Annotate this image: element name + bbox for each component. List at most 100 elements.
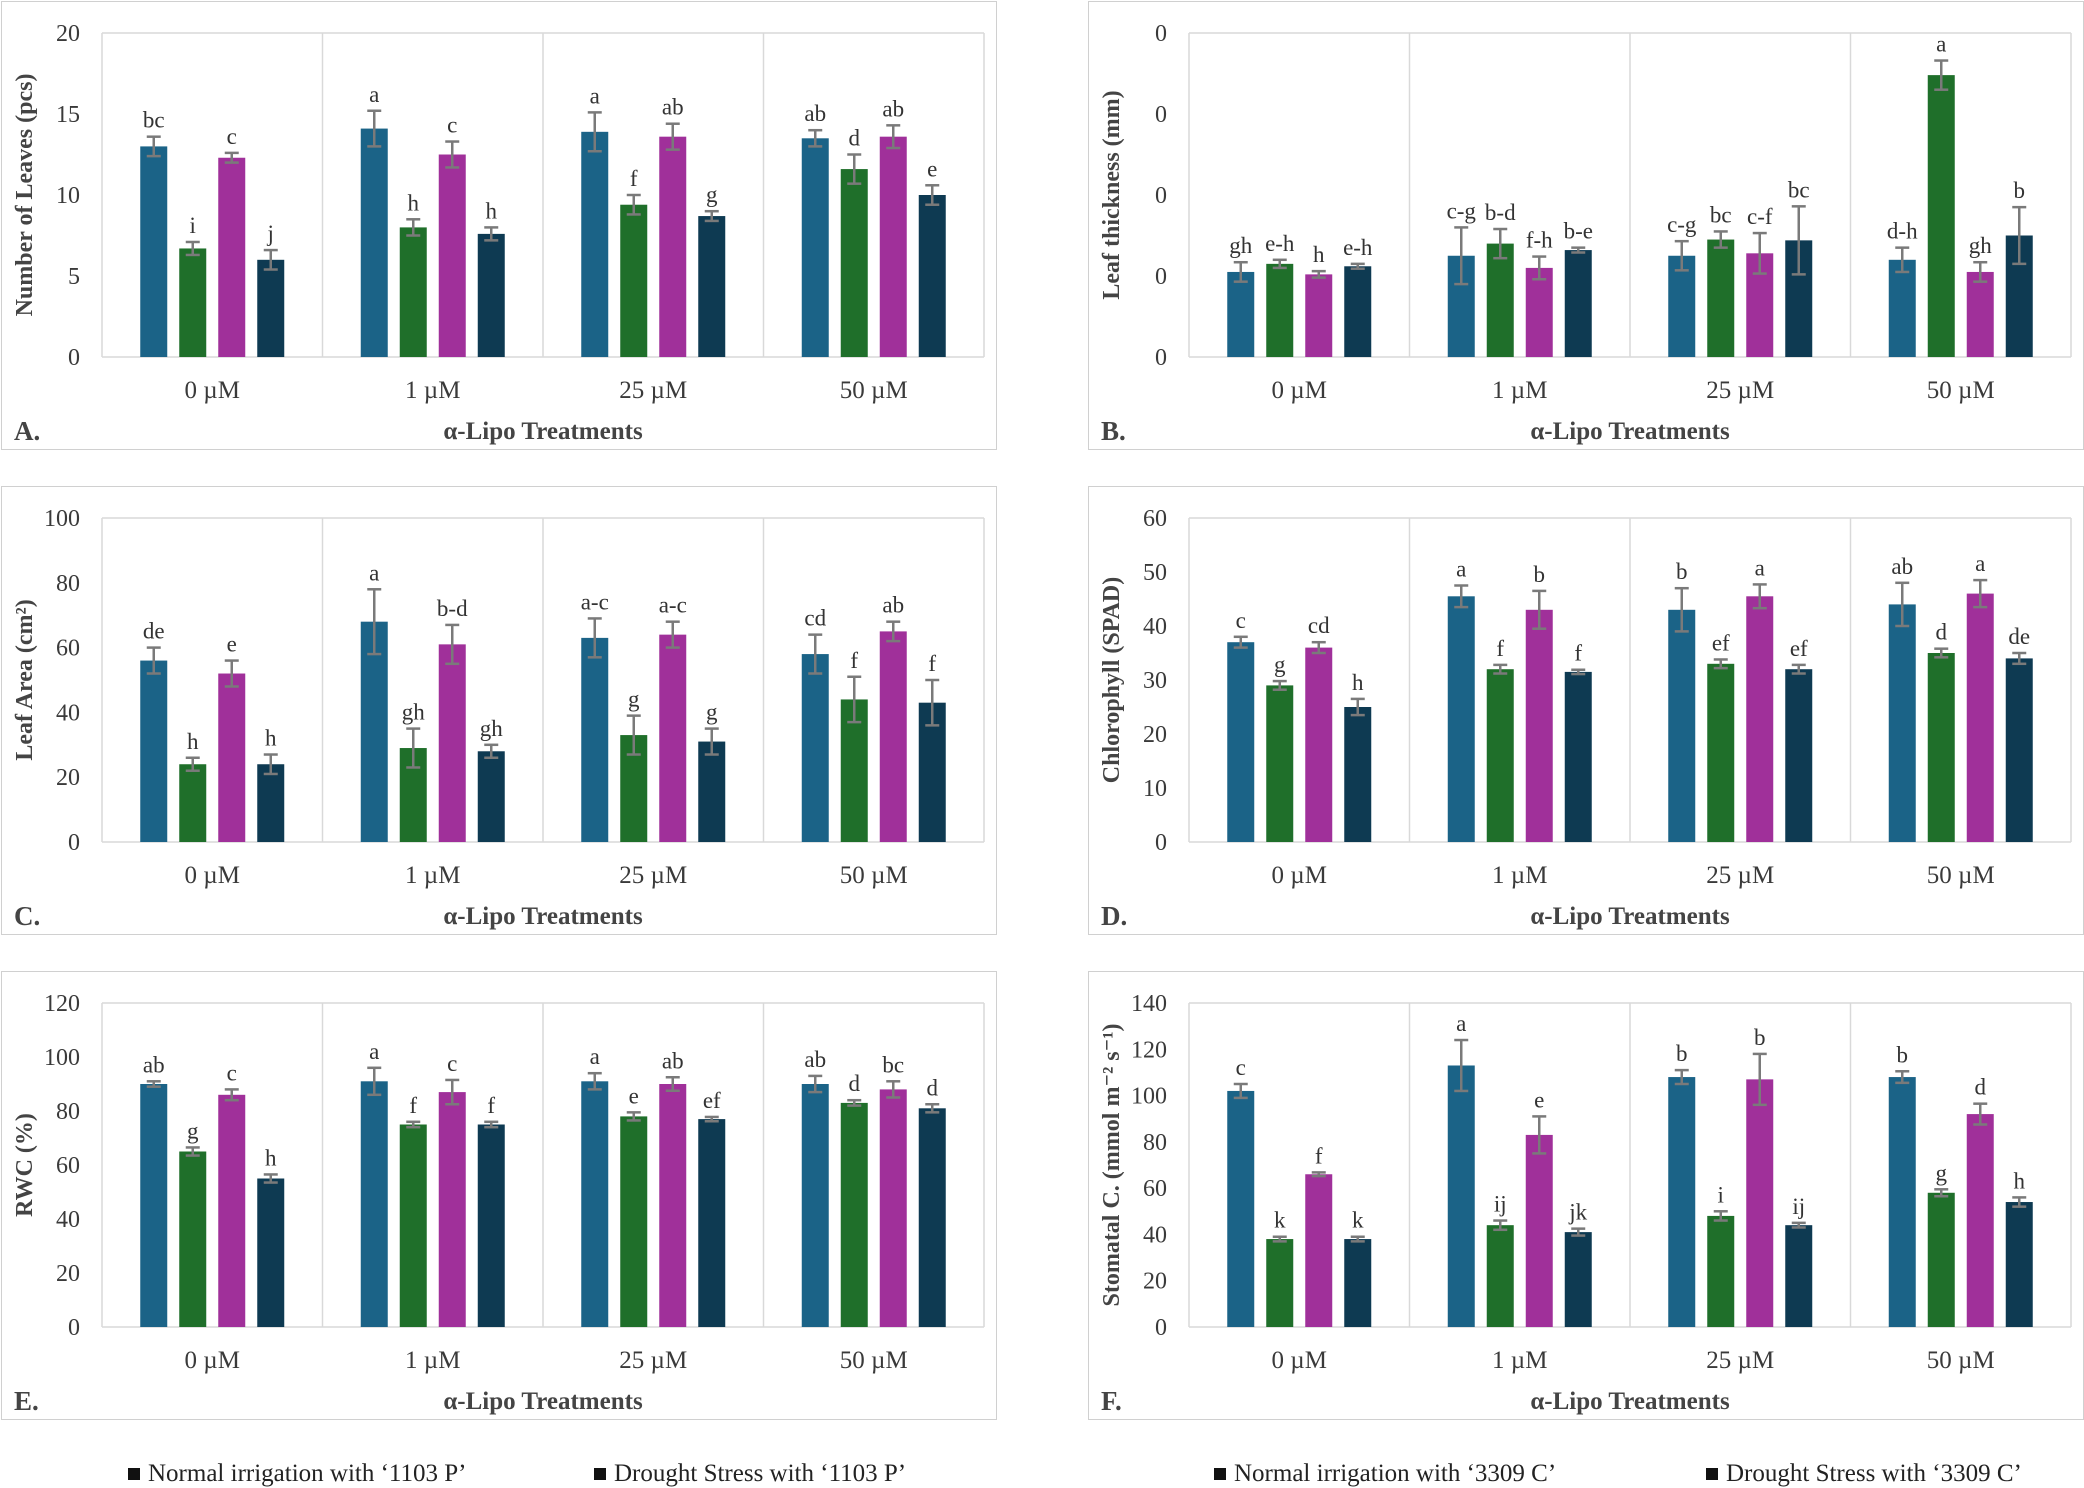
bar: [1344, 707, 1372, 842]
significance-letter: cd: [1308, 613, 1330, 638]
significance-letter: g: [706, 182, 718, 207]
significance-letter: b: [1676, 1041, 1688, 1066]
significance-letter: b: [1676, 559, 1688, 584]
bar: [399, 1124, 427, 1327]
significance-letter: ef: [1712, 630, 1730, 655]
bar: [1564, 1232, 1592, 1327]
bar: [879, 631, 907, 842]
x-tick-label: 25 µM: [1706, 1347, 1774, 1374]
significance-letter: h: [265, 1145, 277, 1170]
legend-item-drought-1103p: Drought Stress with ‘1103 P’: [594, 1460, 906, 1488]
x-axis-title: α-Lipo Treatments: [1530, 903, 1730, 930]
bar: [179, 1151, 207, 1327]
y-tick-label: 60: [1143, 1176, 1167, 1202]
x-tick-label: 0 µM: [1272, 377, 1327, 404]
bar: [581, 1081, 609, 1327]
bar: [1227, 642, 1255, 842]
x-tick-label: 1 µM: [1492, 862, 1547, 889]
bar: [218, 1094, 246, 1327]
bar: [1707, 663, 1735, 842]
significance-letter: b-d: [437, 596, 468, 621]
significance-letter: b: [1754, 1025, 1766, 1050]
significance-letter: bc: [1788, 177, 1810, 202]
x-tick-label: 50 µM: [840, 377, 908, 404]
bar: [1746, 596, 1774, 842]
significance-letter: cd: [804, 606, 826, 631]
significance-letter: h: [486, 198, 498, 223]
y-tick-label: 80: [56, 1099, 80, 1125]
bar: [659, 634, 687, 842]
x-tick-label: 50 µM: [1927, 862, 1995, 889]
bar: [1344, 266, 1372, 357]
legend-label: Normal irrigation with ‘1103 P’: [148, 1460, 467, 1487]
bar: [218, 673, 246, 842]
significance-letter: gh: [402, 700, 426, 725]
significance-letter: g: [1936, 1160, 1948, 1185]
chart-svg: 0 0 0 0 0 gh c-g c-g d-h e-h b-d bc a h f-h c-f gh e-h b-e…: [1099, 21, 2072, 446]
bar: [659, 136, 687, 357]
y-tick-label: 60: [56, 1153, 80, 1179]
bar: [698, 1119, 726, 1327]
significance-letter: d: [849, 126, 861, 151]
significance-letter: g: [706, 700, 718, 725]
bar: [1966, 1114, 1994, 1327]
legend-label: Normal irrigation with ‘3309 C’: [1234, 1460, 1557, 1487]
significance-letter: a: [590, 1044, 600, 1069]
bar: [1525, 609, 1553, 842]
bar: [620, 204, 648, 357]
x-tick-label: 1 µM: [1492, 377, 1547, 404]
bar: [1927, 653, 1955, 842]
bar: [1227, 1090, 1255, 1327]
x-tick-label: 0 µM: [1272, 862, 1327, 889]
y-tick-label: 120: [1131, 1037, 1167, 1063]
y-tick-label: 0: [1155, 183, 1167, 209]
bar: [477, 751, 505, 842]
bar: [179, 764, 207, 842]
bar: [1486, 1225, 1514, 1327]
significance-letter: f: [487, 1093, 495, 1118]
x-tick-label: 1 µM: [405, 1347, 460, 1374]
significance-letter: g: [628, 687, 640, 712]
bar: [360, 621, 388, 842]
bar: [1344, 1239, 1372, 1327]
y-tick-label: 20: [56, 1261, 80, 1287]
bar: [1305, 647, 1333, 842]
bar: [257, 764, 285, 842]
panel-e-rwc: 0 20 40 60 80 100 120 ab a a ab g f e d c c ab bc h f ef d 0 µM…: [1, 971, 997, 1420]
significance-letter: ij: [1494, 1192, 1507, 1217]
bar: [801, 138, 829, 357]
y-tick-label: 40: [1143, 614, 1167, 640]
significance-letter: ab: [143, 1052, 165, 1077]
significance-letter: h: [1313, 242, 1325, 267]
significance-letter: c-f: [1747, 204, 1773, 229]
bar: [140, 1084, 168, 1327]
y-tick-label: 50: [1143, 560, 1167, 586]
legend-item-drought-3309c: Drought Stress with ‘3309 C’: [1706, 1460, 2022, 1488]
bar: [257, 259, 285, 357]
bar: [1564, 250, 1592, 357]
y-tick-label: 20: [56, 21, 80, 47]
significance-letter: a: [1456, 1011, 1466, 1036]
x-tick-label: 0 µM: [185, 377, 240, 404]
bar: [2005, 1202, 2033, 1327]
bar: [801, 654, 829, 842]
significance-letter: c: [447, 1051, 457, 1076]
significance-letter: i: [190, 213, 196, 238]
bar: [1966, 593, 1994, 842]
significance-letter: gh: [1969, 233, 1993, 258]
significance-letter: ab: [882, 593, 904, 618]
significance-letter: c: [227, 124, 237, 149]
significance-letter: i: [1718, 1182, 1724, 1207]
significance-letter: b-e: [1564, 219, 1593, 244]
significance-letter: d: [849, 1071, 861, 1096]
bar: [438, 644, 466, 842]
bar: [1966, 271, 1994, 357]
significance-letter: bc: [143, 108, 165, 133]
bar: [581, 131, 609, 357]
bar: [360, 1081, 388, 1327]
y-tick-label: 80: [1143, 1130, 1167, 1156]
bar: [659, 1084, 687, 1327]
bar: [1888, 1077, 1916, 1327]
significance-letter: d: [1975, 1075, 1987, 1100]
